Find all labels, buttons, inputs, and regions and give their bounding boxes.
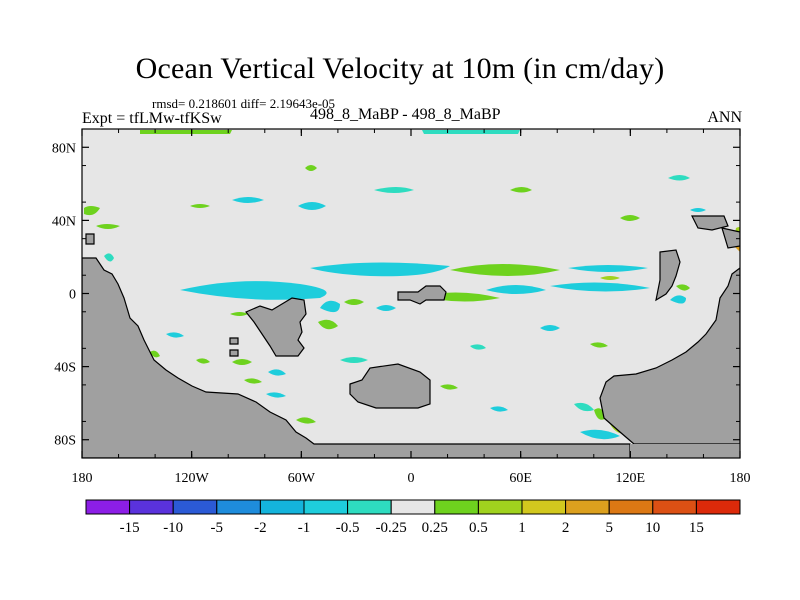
colorbar-swatch	[652, 499, 697, 515]
colorbar-label: -2	[254, 520, 267, 536]
x-tick-label: 180	[730, 471, 751, 486]
colorbar-label: 10	[645, 520, 660, 536]
y-tick-label: 0	[69, 288, 76, 303]
colorbar-swatch	[695, 499, 741, 515]
colorbar-label: 0.5	[469, 520, 488, 536]
colorbar-swatch	[303, 499, 349, 515]
colorbar-label: 15	[689, 520, 704, 536]
colorbar-label: -0.25	[376, 520, 407, 536]
y-tick-label: 80N	[52, 141, 76, 156]
colorbar-label: 1	[518, 520, 526, 536]
colorbar-label: 2	[562, 520, 570, 536]
chart-title: Ocean Vertical Velocity at 10m (in cm/da…	[135, 52, 665, 85]
colorbar-swatch	[390, 499, 436, 515]
colorbar-swatch	[521, 499, 567, 515]
season-label: ANN	[707, 109, 742, 126]
colorbar-swatch	[216, 499, 261, 515]
colorbar-swatch	[347, 499, 392, 515]
colorbar-swatch	[129, 499, 174, 515]
y-axis: 80N 40N 0 40S 80S	[52, 128, 740, 459]
colorbar: -15 -10 -5 -2 -1 -0.5 -0.25 0.25 0.5 1 2 5 10 15	[85, 499, 741, 536]
colorbar-label: 0.25	[422, 520, 448, 536]
colorbar-label: -10	[163, 520, 183, 536]
x-axis: 180 120W 60W 0 60E 120E 180	[72, 129, 751, 486]
colorbar-swatch	[434, 499, 479, 515]
y-tick-label: 80S	[54, 434, 76, 449]
colorbar-label: -0.5	[336, 520, 360, 536]
colorbar-label: -15	[120, 520, 140, 536]
y-tick-label: 40N	[52, 214, 76, 229]
x-tick-label: 60E	[509, 471, 532, 486]
colorbar-swatch	[565, 499, 610, 515]
x-tick-label: 120W	[175, 471, 210, 486]
x-tick-label: 180	[72, 471, 93, 486]
colorbar-label: 5	[605, 520, 613, 536]
colorbar-label: -1	[298, 520, 311, 536]
x-tick-label: 120E	[616, 471, 646, 486]
velocity-patches	[84, 130, 740, 440]
stats-text: rmsd= 0.218601 diff= 2.19643e-05	[152, 96, 336, 111]
colorbar-swatch	[172, 499, 218, 515]
colorbar-swatch	[85, 499, 131, 515]
y-tick-label: 40S	[54, 361, 76, 376]
experiment-label: Expt = tfLMw-tfKSw	[82, 110, 222, 127]
colorbar-label: -5	[211, 520, 224, 536]
colorbar-swatch	[477, 499, 523, 515]
x-tick-label: 0	[408, 471, 415, 486]
colorbar-swatch	[608, 499, 654, 515]
land-masses	[82, 215, 740, 458]
colorbar-swatch	[259, 499, 305, 515]
x-tick-label: 60W	[288, 471, 316, 486]
cases-label: 498_8_MaBP - 498_8_MaBP	[310, 106, 501, 123]
